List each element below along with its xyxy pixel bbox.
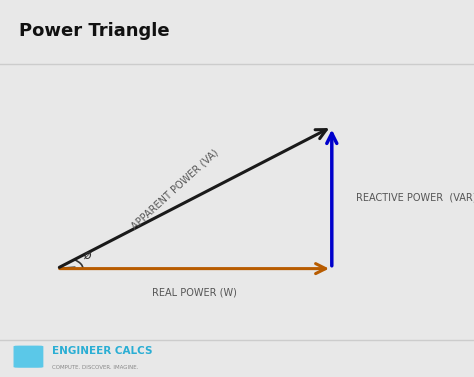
Text: REAL POWER (W): REAL POWER (W): [152, 288, 237, 298]
Text: ø: ø: [83, 248, 91, 261]
Text: ENGINEER CALCS: ENGINEER CALCS: [52, 346, 153, 356]
Text: APPARENT POWER (VA): APPARENT POWER (VA): [130, 148, 221, 231]
Text: COMPUTE. DISCOVER. IMAGINE.: COMPUTE. DISCOVER. IMAGINE.: [52, 365, 138, 370]
Text: REACTIVE POWER  (VAR): REACTIVE POWER (VAR): [356, 193, 474, 203]
Text: Power Triangle: Power Triangle: [19, 21, 170, 40]
FancyBboxPatch shape: [14, 346, 43, 367]
